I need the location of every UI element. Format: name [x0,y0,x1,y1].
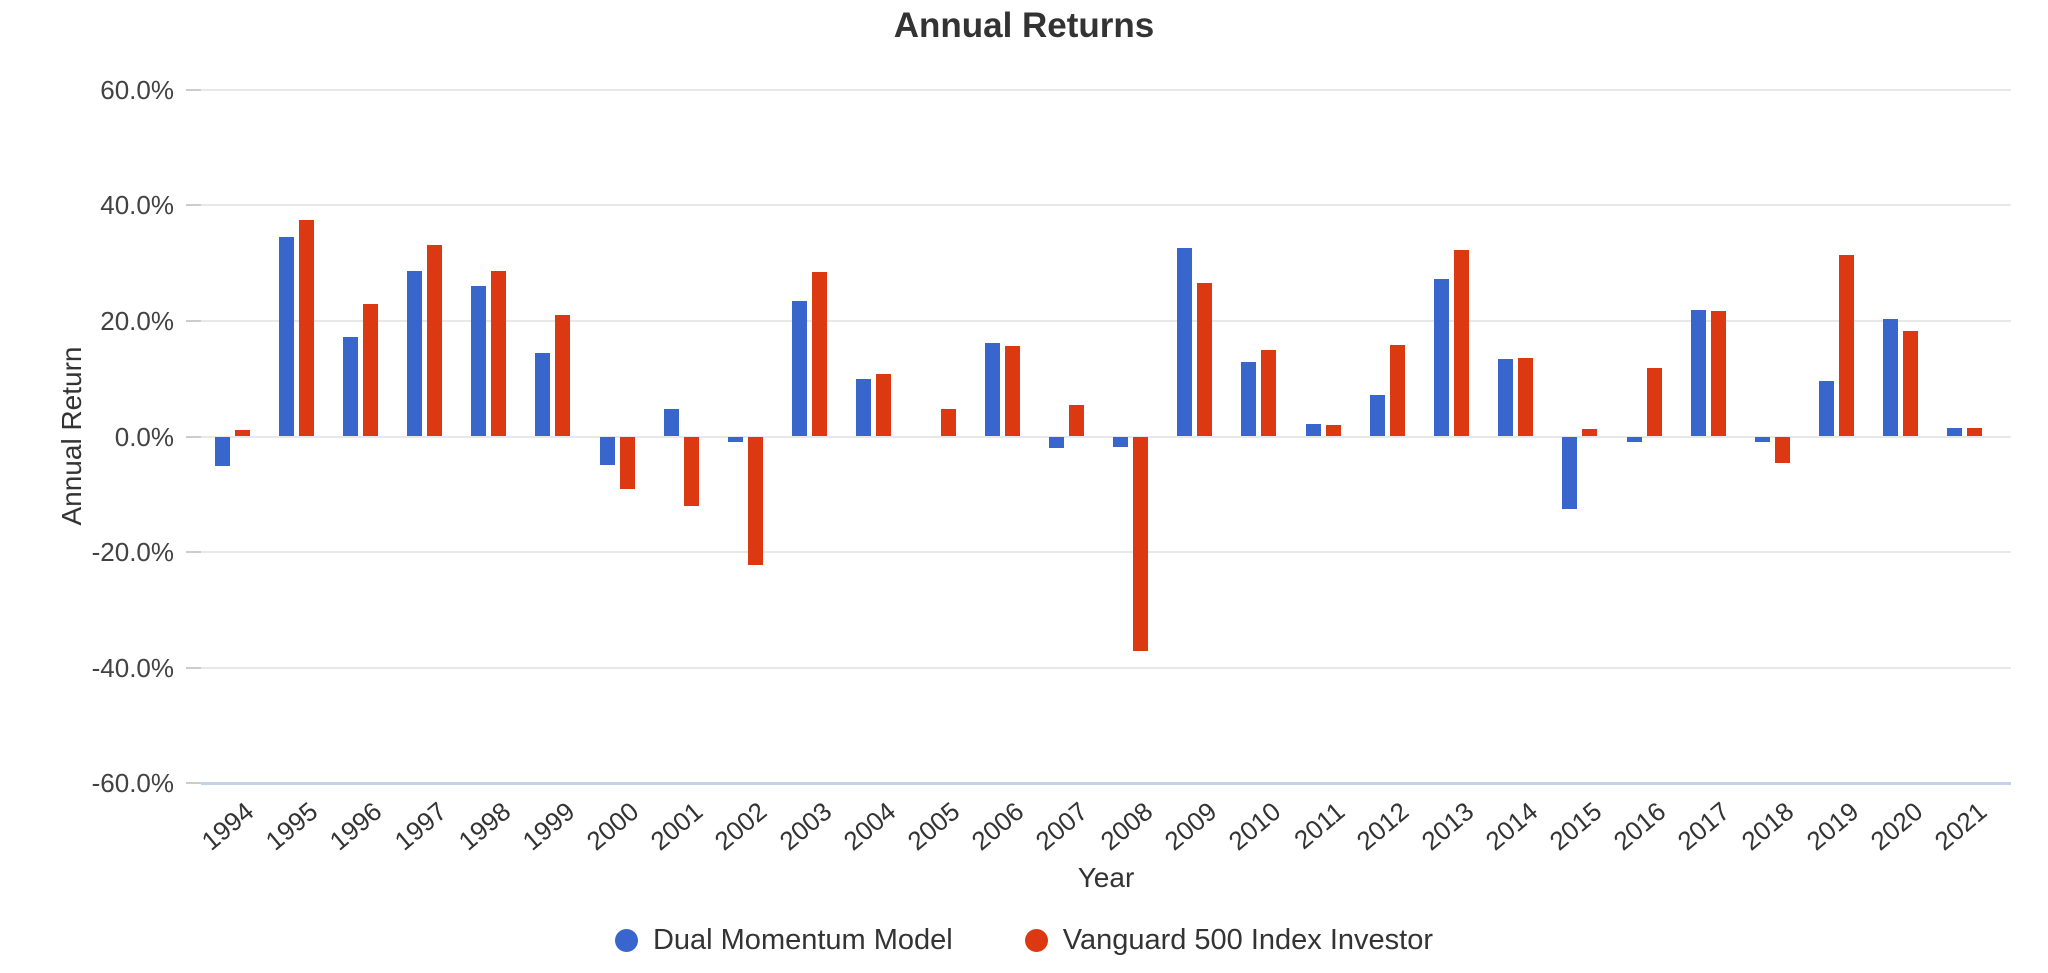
bar-dual-momentum-model-2010[interactable] [1241,362,1256,437]
bar-vanguard-500-index-investor-2009[interactable] [1197,283,1212,437]
legend-entry-dual-momentum-model: Dual Momentum Model [614,922,953,958]
bar-vanguard-500-index-investor-1996[interactable] [363,304,378,437]
gridline--20 [201,551,2011,554]
bar-vanguard-500-index-investor-1995[interactable] [299,219,314,437]
bar-dual-momentum-model-2009[interactable] [1177,247,1192,437]
bar-vanguard-500-index-investor-1998[interactable] [491,270,506,437]
bar-vanguard-500-index-investor-1994[interactable] [235,429,250,437]
bar-dual-momentum-model-2003[interactable] [792,301,807,437]
y-tick--20 [186,551,201,554]
bar-vanguard-500-index-investor-2008[interactable] [1133,436,1148,651]
y-tick-60 [186,88,201,91]
gridline-60 [201,88,2011,91]
bar-vanguard-500-index-investor-2011[interactable] [1326,425,1341,437]
bar-dual-momentum-model-1998[interactable] [471,286,486,437]
bar-dual-momentum-model-2007[interactable] [1049,436,1064,449]
gridline-40 [201,204,2011,207]
bar-vanguard-500-index-investor-2014[interactable] [1518,358,1533,437]
y-tick-label--20: -20.0% [91,537,174,568]
legend-label: Vanguard 500 Index Investor [1062,924,1434,956]
y-tick-label--60: -60.0% [91,768,174,799]
bar-dual-momentum-model-2002[interactable] [728,436,743,443]
bar-vanguard-500-index-investor-2012[interactable] [1390,345,1405,437]
bar-dual-momentum-model-1999[interactable] [535,352,550,437]
bar-dual-momentum-model-2017[interactable] [1691,310,1706,437]
bar-dual-momentum-model-1995[interactable] [279,236,294,437]
y-tick--40 [186,666,201,669]
bar-vanguard-500-index-investor-2006[interactable] [1005,346,1020,437]
bar-vanguard-500-index-investor-2002[interactable] [748,436,763,565]
bar-vanguard-500-index-investor-2013[interactable] [1454,250,1469,437]
y-tick--60 [186,782,201,785]
bar-dual-momentum-model-2014[interactable] [1498,359,1513,437]
bar-dual-momentum-model-1994[interactable] [215,436,230,466]
bar-vanguard-500-index-investor-2005[interactable] [941,408,956,437]
bar-vanguard-500-index-investor-2015[interactable] [1582,429,1597,437]
bar-dual-momentum-model-2000[interactable] [600,436,615,466]
bar-dual-momentum-model-1996[interactable] [343,337,358,437]
legend-entry-vanguard-500-index-investor: Vanguard 500 Index Investor [1024,922,1434,958]
bar-vanguard-500-index-investor-2017[interactable] [1711,311,1726,437]
bar-dual-momentum-model-2013[interactable] [1434,278,1449,437]
gridline-0 [201,435,2011,438]
x-axis-title: Year [1077,862,1135,893]
bar-vanguard-500-index-investor-1997[interactable] [427,244,442,437]
y-tick-label--40: -40.0% [91,652,174,683]
bar-dual-momentum-model-2021[interactable] [1947,427,1962,437]
legend-label: Dual Momentum Model [652,924,953,956]
bar-vanguard-500-index-investor-2000[interactable] [620,436,635,489]
legend: Dual Momentum Model Vanguard 500 Index In… [0,920,2048,960]
bar-vanguard-500-index-investor-2003[interactable] [812,271,827,437]
bar-vanguard-500-index-investor-1999[interactable] [555,314,570,437]
bar-dual-momentum-model-2004[interactable] [856,378,871,437]
bar-dual-momentum-model-1997[interactable] [407,271,422,437]
legend-marker-icon [614,928,638,952]
bar-vanguard-500-index-investor-2016[interactable] [1647,368,1662,437]
bar-vanguard-500-index-investor-2001[interactable] [684,436,699,506]
y-tick-40 [186,204,201,207]
bar-dual-momentum-model-2015[interactable] [1562,436,1577,510]
bar-vanguard-500-index-investor-2018[interactable] [1775,436,1790,463]
bar-dual-momentum-model-2008[interactable] [1113,436,1128,448]
bar-dual-momentum-model-2011[interactable] [1306,423,1321,437]
bar-dual-momentum-model-2016[interactable] [1627,436,1642,443]
legend-marker-icon [1024,928,1048,952]
y-tick-label-20: 20.0% [100,305,174,336]
y-tick-label-0: 0.0% [114,421,174,452]
bar-dual-momentum-model-2018[interactable] [1755,436,1770,442]
bar-vanguard-500-index-investor-2021[interactable] [1967,427,1982,437]
bar-dual-momentum-model-2020[interactable] [1883,319,1898,437]
bar-vanguard-500-index-investor-2010[interactable] [1261,350,1276,437]
chart-title: Annual Returns [893,6,1155,45]
gridline--40 [201,666,2011,669]
x-axis-baseline [201,782,2011,786]
y-tick-0 [186,435,201,438]
bar-vanguard-500-index-investor-2020[interactable] [1903,330,1918,437]
bar-vanguard-500-index-investor-2007[interactable] [1069,405,1084,437]
bar-dual-momentum-model-2012[interactable] [1370,394,1385,437]
bar-dual-momentum-model-2006[interactable] [985,343,1000,437]
y-tick-20 [186,319,201,322]
bar-vanguard-500-index-investor-2004[interactable] [876,374,891,437]
y-tick-label-40: 40.0% [100,190,174,221]
bar-dual-momentum-model-2001[interactable] [664,408,679,437]
bar-dual-momentum-model-2019[interactable] [1819,380,1834,437]
gridline-20 [201,319,2011,322]
y-tick-label-60: 60.0% [100,74,174,105]
bar-vanguard-500-index-investor-2019[interactable] [1839,255,1854,437]
